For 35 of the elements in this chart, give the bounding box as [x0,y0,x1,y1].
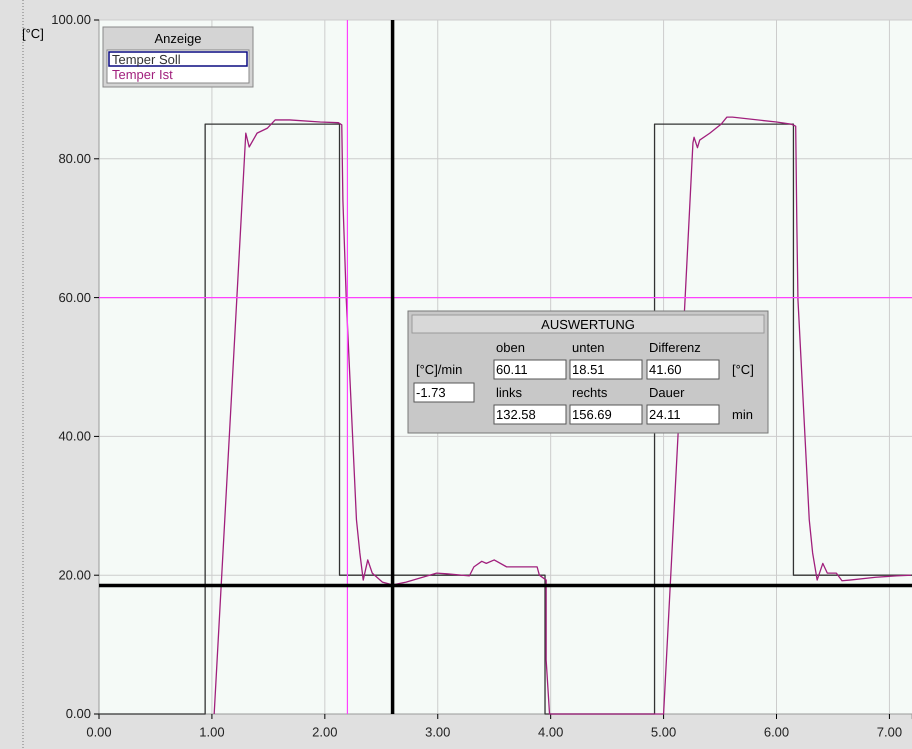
annotation: 41.60 [649,362,682,377]
annotation: links [496,385,523,400]
x-tick-label: 4.00 [538,724,564,740]
annotation: 60.11 [496,362,528,377]
y-tick-label: 80.00 [58,150,91,166]
x-tick-label: 2.00 [312,724,338,740]
y-tick-label: 40.00 [58,428,91,444]
x-tick-label: 1.00 [199,724,225,740]
annotation: 156.69 [572,407,612,422]
annotation: unten [572,340,605,355]
y-tick-label: 60.00 [58,290,91,305]
y-tick-label: 20.00 [58,567,91,582]
y-axis-title: [°C] [22,26,44,41]
x-tick-label: 3.00 [425,724,450,740]
x-tick-label: 0.00 [86,724,112,740]
annotation: 18.51 [572,362,605,377]
annotation: AUSWERTUNG [541,317,635,332]
y-tick-label: 100.00 [51,12,91,28]
annotation: 24.11 [649,407,681,422]
annotation: Differenz [649,340,701,355]
y-tick-label: 0.00 [66,706,91,722]
text: Temper Ist [112,67,174,82]
annotation: min [732,407,753,422]
annotation: [°C] [732,362,754,377]
annotation: oben [496,340,525,355]
annotation: Dauer [649,385,686,400]
annotation: rechts [572,385,608,400]
x-tick-label: 7.00 [876,724,902,740]
text: Temper Soll [112,52,181,67]
annotation: [°C]/min [416,362,462,377]
annotation: -1.73 [416,385,446,400]
annotation: 132.58 [496,407,536,422]
x-tick-label: 6.00 [764,724,790,740]
x-tick-label: 5.00 [650,724,676,740]
legend-title: Anzeige [154,31,202,46]
